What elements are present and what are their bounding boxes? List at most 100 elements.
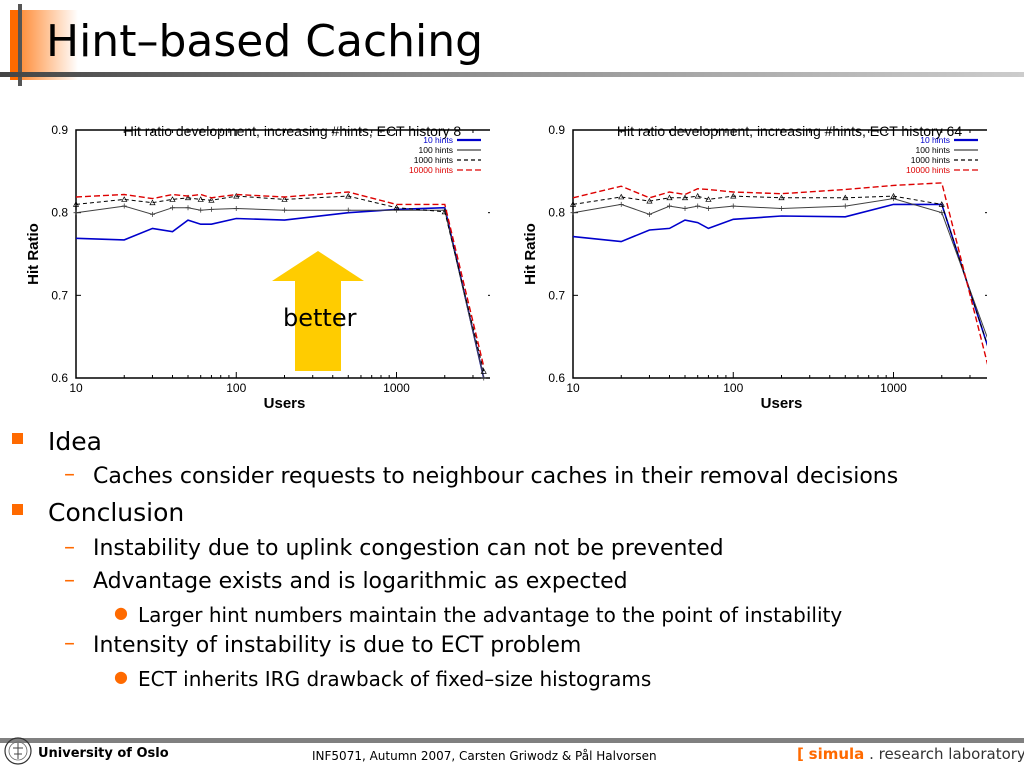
y-tick-label: 0.9 (548, 123, 565, 137)
series-point (890, 192, 897, 199)
series-point (570, 210, 576, 216)
series-line (572, 182, 991, 375)
simula-logo: [ simula . research laboratory ] (797, 745, 1024, 763)
arrow-shape (272, 251, 364, 371)
series-point (208, 206, 214, 212)
series-line (572, 195, 991, 354)
legend-label: 10000 hints (906, 165, 950, 175)
series-point (646, 197, 653, 204)
x-tick-label: 100 (723, 381, 743, 395)
series-point (778, 194, 785, 201)
series-line (75, 191, 485, 367)
x-tick-label: 1000 (880, 381, 907, 395)
series-point (185, 205, 191, 211)
university-seal-icon (4, 737, 32, 765)
legend-label: 10000 hints (409, 165, 453, 175)
dash-marker: – (64, 535, 75, 560)
series-point (694, 192, 701, 199)
chart-svg-2: 0.6 0.7 0.8 0.9 10 100 1000 Users Hit Ratio Hit r… (522, 123, 994, 412)
series-point (939, 210, 945, 216)
y-tick-label: 0.7 (51, 288, 68, 302)
y-tick-label: 0.9 (51, 123, 68, 137)
series-point (345, 207, 351, 213)
series-point (233, 206, 239, 212)
y-axis-label: Hit Ratio (25, 223, 42, 285)
title-vertical-line (18, 4, 22, 86)
footer-bar (0, 738, 1024, 743)
series-point (682, 206, 688, 212)
series-point (646, 211, 652, 217)
series-point (169, 196, 176, 202)
bullet-marker (12, 504, 23, 515)
x-tick-label: 100 (226, 381, 246, 395)
series-point (618, 193, 625, 200)
series-point (730, 203, 736, 209)
series-point (730, 192, 737, 199)
series-line (572, 203, 991, 354)
logo-simula: simula (808, 745, 865, 763)
legend-label: 1000 hints (911, 155, 950, 165)
slide-title: Hint–based Caching (46, 16, 484, 67)
series-point (233, 192, 240, 199)
series-point (149, 211, 155, 217)
series-point (618, 201, 624, 207)
series-point (779, 206, 784, 212)
y-tick-label: 0.6 (548, 371, 565, 385)
series-point (393, 204, 400, 211)
series-point (938, 201, 945, 207)
university-name: University of Oslo (38, 746, 169, 761)
chart-title: Hit ratio development, increasing #hints… (617, 123, 962, 139)
series-point (705, 206, 711, 212)
bullet-conclusion: Conclusion (48, 498, 185, 527)
legend-label: 100 hints (916, 145, 951, 155)
y-tick-label: 0.6 (51, 371, 68, 385)
dot-marker: ● (114, 667, 128, 686)
series-point (197, 196, 204, 202)
chart-ect-history-64: 0.6 0.7 0.8 0.9 10 100 1000 Users Hit Ratio Hit r… (497, 118, 994, 418)
series-point (121, 203, 127, 209)
x-axis-label: Users (761, 395, 803, 412)
series-point (666, 203, 672, 209)
series-point (198, 207, 204, 213)
course-info: INF5071, Autumn 2007, Carsten Griwodz & … (312, 749, 657, 763)
series-point (149, 199, 156, 206)
series-point (695, 203, 701, 209)
series-point (169, 205, 175, 211)
series-point (705, 196, 712, 202)
x-tick-label: 1000 (383, 381, 410, 395)
series-point (681, 194, 689, 201)
y-tick-label: 0.7 (548, 288, 565, 302)
bullet-marker (12, 433, 23, 444)
title-accent-bar (10, 10, 18, 80)
series-point (569, 201, 577, 207)
dash-marker: – (64, 631, 75, 656)
series-line (572, 198, 991, 346)
better-label: better (283, 304, 357, 332)
y-axis-label: Hit Ratio (522, 223, 539, 285)
logo-bracket-left: [ (797, 745, 804, 763)
bullet-larger-hints: Larger hint numbers maintain the advanta… (138, 603, 843, 627)
y-tick-label: 0.8 (548, 206, 565, 220)
dash-marker: – (64, 462, 75, 487)
series-point (394, 207, 400, 213)
dash-marker: – (64, 568, 75, 593)
chart-ect-history-8: 0.6 0.7 0.8 0.9 10 100 1000 Users Hit Ratio Hit r… (0, 118, 494, 418)
series-point (666, 194, 673, 201)
bullet-intensity: Intensity of instability is due to ECT p… (93, 633, 582, 658)
bullet-advantage: Advantage exists and is logarithmic as e… (93, 569, 628, 594)
bullet-ect-inherits: ECT inherits IRG drawback of fixed–size … (138, 667, 652, 691)
series-point (891, 196, 897, 202)
series-point (121, 196, 128, 202)
bullet-caches: Caches consider requests to neighbour ca… (93, 464, 899, 489)
x-axis-label: Users (264, 395, 306, 412)
y-tick-label: 0.8 (51, 206, 68, 220)
series-point (282, 207, 287, 213)
bullet-instability: Instability due to uplink congestion can… (93, 536, 724, 561)
legend-label: 10 hints (423, 135, 453, 145)
series-point (842, 194, 849, 201)
series-point (73, 210, 79, 216)
legend-label: 10 hints (920, 135, 950, 145)
legend-label: 100 hints (419, 145, 454, 155)
chart-svg-1: 0.6 0.7 0.8 0.9 10 100 1000 Users Hit Ratio Hit r… (25, 123, 494, 412)
chart-title: Hit ratio development, increasing #hints… (124, 123, 462, 139)
